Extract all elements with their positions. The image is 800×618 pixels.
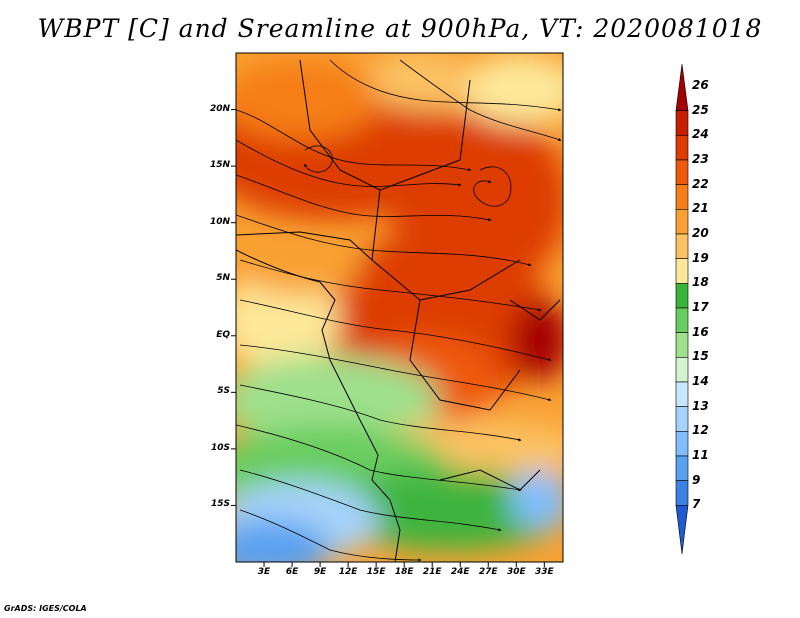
colorbar-segment xyxy=(675,357,689,383)
colorbar-label: 16 xyxy=(692,324,709,339)
colorbar-label: 20 xyxy=(692,226,709,240)
lon-tick-label: 27E xyxy=(478,567,498,577)
colorbar-label: 26 xyxy=(692,78,709,92)
colorbar-label: 25 xyxy=(692,102,709,117)
lon-tick-label: 21E xyxy=(422,567,442,577)
axis-ticks xyxy=(231,109,545,567)
streamline xyxy=(239,469,502,532)
grads-credit: GrADS: IGES/COLA xyxy=(4,604,87,613)
lat-tick-label: 10N xyxy=(209,216,230,227)
colorbar xyxy=(675,63,689,555)
lon-tick-label: 30E xyxy=(506,567,526,577)
streamline xyxy=(473,166,512,207)
colorbar-segment xyxy=(675,505,689,555)
lat-tick-label: 5S xyxy=(217,386,230,397)
streamlines xyxy=(236,59,562,562)
colorbar-label: 14 xyxy=(692,374,709,388)
streamline xyxy=(239,259,542,312)
streamline xyxy=(239,384,522,442)
colorbar-segment xyxy=(675,209,689,235)
colorbar-label: 9 xyxy=(692,472,701,487)
lat-tick-label: 15S xyxy=(210,499,230,510)
colorbar-label: 7 xyxy=(692,497,701,512)
colorbar-label: 22 xyxy=(692,176,709,191)
colorbar-segment xyxy=(675,480,689,506)
streamline xyxy=(236,174,492,222)
map-frame xyxy=(235,52,564,563)
lon-tick-label: 18E xyxy=(394,567,414,577)
colorbar-label: 12 xyxy=(692,423,709,438)
streamline xyxy=(399,59,562,142)
colorbar-segment xyxy=(675,159,689,185)
colorbar-label: 21 xyxy=(692,201,709,216)
colorbar-label: 15 xyxy=(692,349,709,364)
streamline xyxy=(239,509,422,562)
colorbar-segment xyxy=(675,233,689,259)
lon-tick-label: 33E xyxy=(534,567,554,577)
streamline xyxy=(239,344,552,402)
colorbar-segment xyxy=(675,63,689,111)
colorbar-segment xyxy=(675,283,689,309)
streamline xyxy=(236,424,522,492)
lon-tick-label: 12E xyxy=(338,567,358,577)
lon-tick-label: 15E xyxy=(366,567,386,577)
coastlines xyxy=(236,59,561,562)
colorbar-label: 23 xyxy=(692,152,709,166)
lat-tick-label: 10S xyxy=(210,442,230,453)
colorbar-segment xyxy=(675,332,689,358)
colorbar-label: 19 xyxy=(692,250,709,265)
colorbar-segment xyxy=(675,431,689,457)
colorbar-segment xyxy=(675,258,689,284)
lon-tick-label: 3E xyxy=(257,567,271,577)
streamline xyxy=(236,139,462,187)
colorbar-segment xyxy=(675,135,689,161)
lon-tick-label: 9E xyxy=(313,567,327,577)
colorbar-label: 13 xyxy=(692,398,709,413)
colorbar-segment xyxy=(675,307,689,333)
colorbar-label: 11 xyxy=(692,448,709,462)
map-title: WBPT [C] and Sreamline at 900hPa, VT: 20… xyxy=(37,14,763,43)
colorbar-label: 17 xyxy=(692,300,709,314)
colorbar-segment xyxy=(675,406,689,432)
streamline xyxy=(239,299,552,362)
streamline xyxy=(304,145,333,173)
colorbar-segment xyxy=(675,381,689,407)
wbpt-shading xyxy=(236,53,563,562)
colorbar-label: 18 xyxy=(692,275,709,290)
lat-tick-label: 20N xyxy=(209,103,230,114)
colorbar-segment xyxy=(675,184,689,210)
streamline xyxy=(236,109,472,172)
colorbar-label: 24 xyxy=(692,127,709,142)
lat-tick-label: 5N xyxy=(216,273,230,284)
streamline xyxy=(236,214,532,267)
lat-tick-label: 15N xyxy=(209,160,230,171)
colorbar-segment xyxy=(675,110,689,136)
streamline xyxy=(329,59,562,112)
lat-tick-label: EQ xyxy=(216,329,230,340)
lon-tick-label: 6E xyxy=(285,567,299,577)
lon-tick-label: 24E xyxy=(450,567,470,577)
colorbar-segment xyxy=(675,455,689,481)
